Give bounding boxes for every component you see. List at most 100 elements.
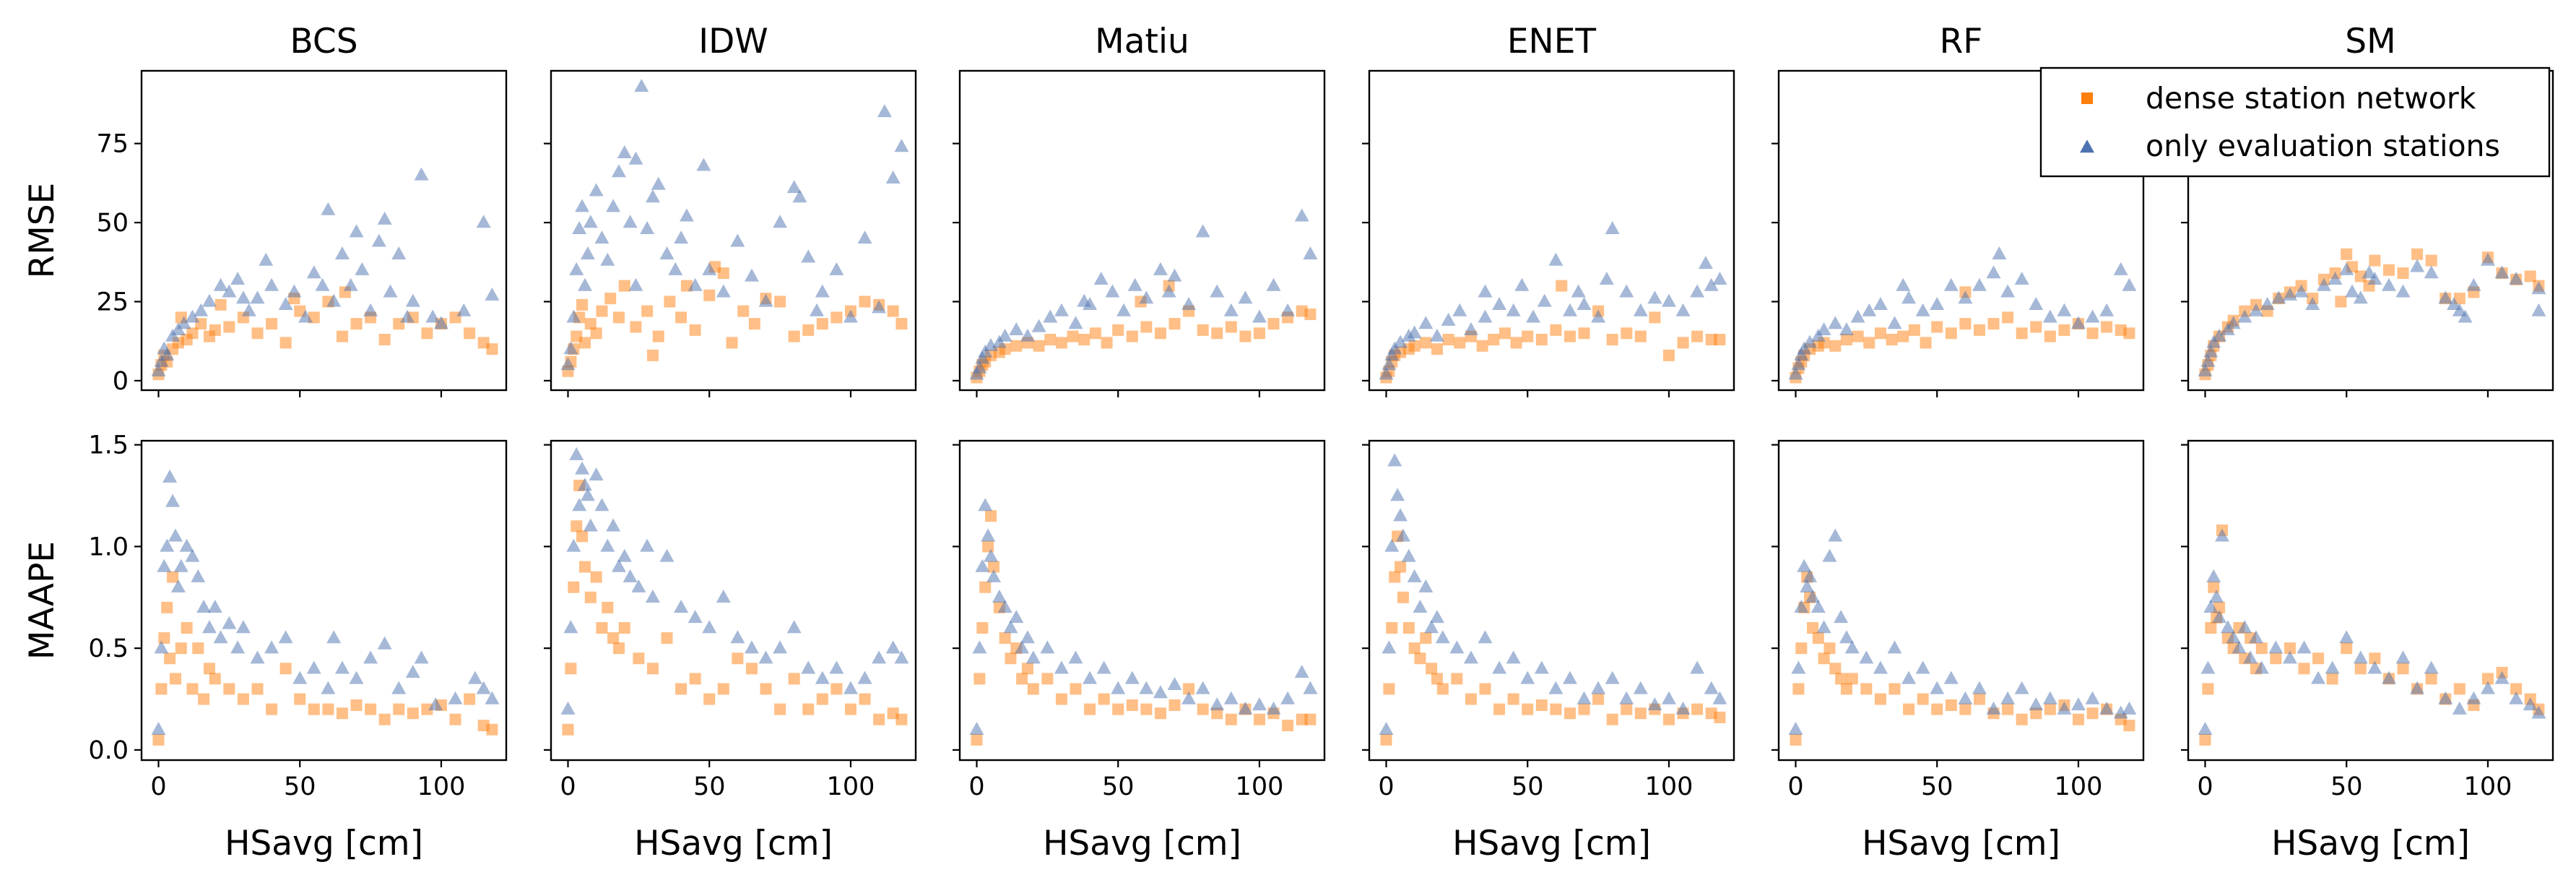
x-tick-label: 0 bbox=[968, 772, 984, 801]
point-only-evaluation-stations bbox=[448, 691, 463, 704]
point-only-evaluation-stations bbox=[391, 246, 407, 260]
point-only-evaluation-stations bbox=[371, 233, 386, 247]
point-only-evaluation-stations bbox=[1834, 610, 1849, 624]
point-only-evaluation-stations bbox=[566, 309, 581, 323]
point-dense-station-network bbox=[1874, 693, 1886, 705]
point-only-evaluation-stations bbox=[645, 589, 660, 603]
point-only-evaluation-stations bbox=[222, 616, 237, 629]
point-dense-station-network bbox=[1945, 699, 1957, 711]
point-only-evaluation-stations bbox=[264, 640, 279, 654]
point-dense-station-network bbox=[336, 707, 348, 720]
point-only-evaluation-stations bbox=[425, 309, 441, 323]
point-only-evaluation-stations bbox=[674, 230, 689, 244]
point-only-evaluation-stations bbox=[877, 104, 892, 118]
panel-sm-maape: 0 50 100 bbox=[2181, 439, 2554, 801]
point-only-evaluation-stations bbox=[1571, 284, 1586, 298]
point-only-evaluation-stations bbox=[1266, 701, 1281, 715]
panel-title-bcs: BCS bbox=[290, 22, 357, 61]
point-only-evaluation-stations bbox=[306, 265, 321, 279]
point-only-evaluation-stations bbox=[2209, 589, 2224, 603]
point-dense-station-network bbox=[1818, 652, 1830, 665]
point-dense-station-network bbox=[1436, 683, 1449, 695]
point-only-evaluation-stations bbox=[2424, 265, 2439, 279]
point-dense-station-network bbox=[1253, 713, 1265, 725]
point-only-evaluation-stations bbox=[623, 569, 638, 582]
point-dense-station-network bbox=[895, 713, 908, 725]
point-dense-station-network bbox=[251, 327, 264, 340]
point-dense-station-network bbox=[1386, 622, 1398, 634]
point-only-evaluation-stations bbox=[1382, 357, 1397, 371]
x-axis-label: HSavg [cm] bbox=[1452, 824, 1651, 863]
point-only-evaluation-stations bbox=[580, 488, 595, 501]
point-dense-station-network bbox=[1089, 327, 1101, 340]
point-dense-station-network bbox=[732, 652, 744, 665]
point-dense-station-network bbox=[175, 642, 187, 655]
point-only-evaluation-stations bbox=[1223, 691, 1239, 704]
point-only-evaluation-stations bbox=[628, 277, 643, 291]
point-only-evaluation-stations bbox=[716, 589, 731, 603]
point-only-evaluation-stations bbox=[2057, 701, 2072, 715]
point-dense-station-network bbox=[1408, 340, 1421, 352]
point-only-evaluation-stations bbox=[611, 559, 626, 572]
point-only-evaluation-stations bbox=[1015, 640, 1030, 654]
point-only-evaluation-stations bbox=[157, 559, 172, 572]
point-only-evaluation-stations bbox=[894, 139, 909, 152]
point-dense-station-network bbox=[308, 703, 320, 715]
point-dense-station-network bbox=[1860, 683, 1873, 695]
point-dense-station-network bbox=[1211, 707, 1223, 720]
point-dense-station-network bbox=[1852, 330, 1864, 342]
point-dense-station-network bbox=[322, 703, 334, 715]
point-dense-station-network bbox=[1987, 318, 2000, 330]
point-only-evaluation-stations bbox=[2410, 259, 2425, 272]
point-dense-station-network bbox=[2341, 248, 2353, 260]
point-dense-station-network bbox=[1945, 327, 1957, 340]
point-dense-station-network bbox=[2425, 254, 2437, 267]
point-only-evaluation-stations bbox=[433, 316, 448, 329]
point-dense-station-network bbox=[1973, 693, 1985, 705]
point-only-evaluation-stations bbox=[2085, 309, 2100, 323]
point-only-evaluation-stations bbox=[2212, 328, 2227, 342]
point-only-evaluation-stations bbox=[600, 538, 615, 552]
point-only-evaluation-stations bbox=[235, 290, 251, 304]
point-dense-station-network bbox=[161, 601, 173, 613]
point-dense-station-network bbox=[802, 703, 815, 715]
point-dense-station-network bbox=[1070, 683, 1082, 695]
point-only-evaluation-stations bbox=[575, 461, 590, 475]
point-only-evaluation-stations bbox=[623, 215, 638, 228]
point-dense-station-network bbox=[209, 324, 221, 336]
point-only-evaluation-stations bbox=[2237, 620, 2252, 634]
point-dense-station-network bbox=[2270, 652, 2282, 665]
point-only-evaluation-stations bbox=[2254, 660, 2269, 674]
point-dense-station-network bbox=[979, 581, 992, 593]
point-only-evaluation-stations bbox=[1009, 322, 1024, 336]
point-only-evaluation-stations bbox=[1280, 303, 1296, 316]
point-dense-station-network bbox=[2382, 264, 2395, 276]
point-dense-station-network bbox=[2354, 663, 2367, 675]
point-dense-station-network bbox=[1112, 703, 1124, 715]
point-only-evaluation-stations bbox=[1577, 297, 1592, 311]
point-dense-station-network bbox=[2411, 248, 2424, 260]
point-only-evaluation-stations bbox=[1816, 620, 1831, 634]
point-dense-station-network bbox=[1078, 333, 1090, 345]
x-tick-label: 100 bbox=[2055, 772, 2103, 801]
point-only-evaluation-stations bbox=[2339, 630, 2354, 644]
point-dense-station-network bbox=[2369, 652, 2381, 665]
point-dense-station-network bbox=[2086, 707, 2099, 720]
point-dense-station-network bbox=[2453, 683, 2466, 695]
point-only-evaluation-stations bbox=[241, 303, 256, 316]
point-only-evaluation-stations bbox=[1124, 671, 1140, 684]
panel-rf-maape: 0 50 100 bbox=[1771, 439, 2145, 801]
point-dense-station-network bbox=[1304, 308, 1317, 320]
point-only-evaluation-stations bbox=[250, 290, 265, 304]
point-only-evaluation-stations bbox=[1562, 303, 1577, 316]
point-dense-station-network bbox=[1840, 683, 1852, 695]
point-only-evaluation-stations bbox=[2214, 528, 2229, 542]
point-dense-station-network bbox=[421, 327, 433, 340]
point-only-evaluation-stations bbox=[162, 469, 178, 483]
point-only-evaluation-stations bbox=[659, 548, 675, 562]
point-only-evaluation-stations bbox=[467, 671, 482, 684]
point-dense-station-network bbox=[1154, 327, 1166, 340]
point-only-evaluation-stations bbox=[606, 199, 621, 212]
point-only-evaluation-stations bbox=[1294, 665, 1309, 678]
point-only-evaluation-stations bbox=[1704, 681, 1719, 694]
